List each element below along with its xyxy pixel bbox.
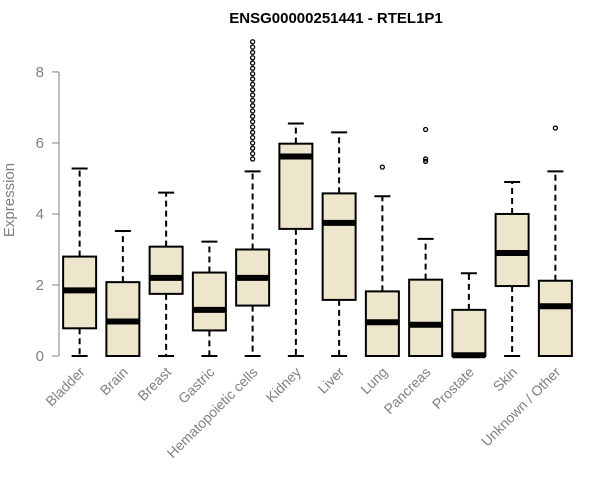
box-lung — [364, 164, 400, 357]
box-prostate — [451, 272, 487, 359]
iqr-box — [191, 271, 227, 332]
iqr-box — [537, 279, 573, 357]
y-tick-label: 0 — [36, 348, 44, 365]
outlier-point — [249, 145, 256, 151]
outlier-point — [249, 103, 256, 109]
y-tick-label: 2 — [36, 277, 44, 294]
box-gastric — [191, 240, 227, 357]
box-kidney — [278, 122, 314, 357]
x-category-label: Skin — [490, 364, 521, 395]
outlier-point — [422, 156, 429, 162]
y-axis-title: Expression — [1, 163, 18, 237]
x-category-label: Bladder — [42, 364, 88, 410]
outlier-point — [249, 49, 256, 56]
outlier-point — [422, 126, 429, 133]
outlier-point — [249, 92, 256, 98]
outlier-point — [249, 60, 256, 66]
outlier-point — [249, 39, 256, 45]
iqr-box — [494, 212, 530, 288]
box-hematopoietic-cells — [235, 39, 271, 357]
box-skin — [494, 181, 530, 357]
outlier-point — [249, 97, 256, 104]
outlier-point — [249, 134, 256, 141]
outlier-point — [249, 55, 256, 61]
box-breast — [148, 191, 184, 357]
outlier-point — [249, 44, 256, 50]
iqr-box — [408, 278, 444, 358]
y-tick-label: 6 — [36, 135, 44, 152]
outlier-point — [249, 156, 256, 162]
x-category-label: Prostate — [429, 364, 477, 412]
box-pancreas — [408, 126, 444, 358]
outlier-point — [552, 125, 559, 131]
x-category-label: Kidney — [262, 364, 304, 406]
iqr-box — [148, 245, 184, 295]
x-category-label: Brain — [97, 364, 131, 398]
x-category-label: Gastric — [175, 364, 218, 407]
x-category-label: Lung — [357, 364, 390, 397]
x-category-label: Breast — [134, 364, 174, 404]
x-category-label: Pancreas — [381, 364, 434, 417]
outlier-point — [249, 76, 256, 82]
y-tick-label: 4 — [36, 206, 44, 223]
outlier-point — [379, 164, 386, 170]
box-liver — [321, 131, 357, 357]
x-category-label: Unknown / Other — [478, 364, 564, 450]
outlier-point — [249, 150, 256, 157]
outlier-point — [249, 119, 256, 125]
outlier-point — [249, 87, 256, 93]
outlier-point — [249, 124, 256, 130]
outlier-point — [249, 113, 256, 119]
y-axis: 0 2 4 6 8 — [36, 64, 60, 365]
outlier-point — [249, 65, 256, 72]
boxes-group — [62, 39, 573, 359]
x-category-label: Liver — [314, 364, 347, 397]
box-unknown-other — [537, 125, 573, 357]
iqr-box — [451, 308, 487, 357]
box-brain — [105, 230, 141, 357]
outlier-point — [249, 71, 256, 77]
outlier-point — [249, 108, 256, 114]
outlier-point — [249, 140, 256, 146]
y-tick-label: 8 — [36, 64, 44, 81]
outlier-point — [249, 129, 256, 135]
chart-title: ENSG00000251441 - RTEL1P1 — [229, 10, 442, 27]
box-bladder — [62, 167, 98, 357]
outlier-point — [422, 158, 429, 165]
iqr-box — [321, 192, 357, 301]
outlier-point — [249, 81, 256, 88]
